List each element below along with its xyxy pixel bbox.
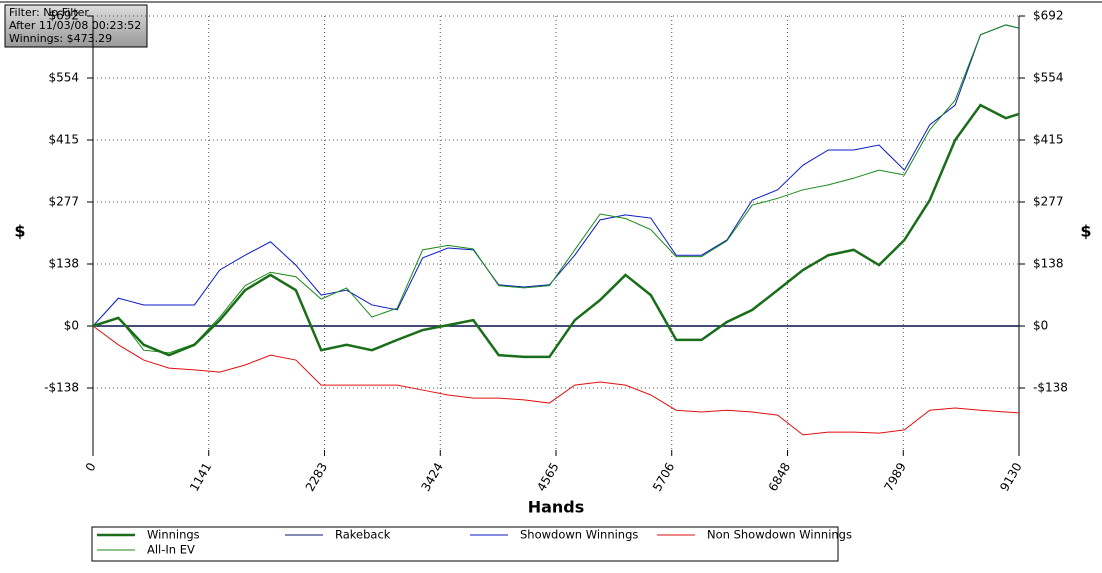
y-tick-label: -$138 [44,381,79,395]
x-tick-label: 3424 [419,460,446,493]
legend-label: Winnings [147,528,200,542]
x-tick-label: 0 [83,460,99,474]
legend-label: Non Showdown Winnings [707,528,852,542]
x-tick-label: 1141 [187,460,214,493]
y2-axis-label: $ [1080,222,1091,241]
y-axis-label: $ [14,222,25,241]
x-axis-label: Hands [528,498,585,517]
series-line [92,103,1020,359]
info-text: After 11/03/08 00:23:52 [9,19,141,32]
y2-tick-label: $277 [1033,195,1064,209]
legend [91,526,839,562]
y2-tick-label: $138 [1033,257,1064,271]
info-box [4,4,148,48]
series-line [92,24,1020,327]
y-tick-label: $554 [48,71,79,85]
legend-label: Showdown Winnings [520,528,638,542]
legend-label: Rakeback [335,528,391,542]
x-tick-label: 4565 [534,460,561,493]
y-tick-label: $277 [48,195,79,209]
y2-tick-label: $692 [1033,9,1064,23]
y2-tick-label: -$138 [1033,381,1068,395]
x-tick-label: 6848 [766,460,793,493]
info-text: Filter: No Filter [9,6,89,19]
info-text: Winnings: $473.29 [9,32,112,45]
series-line [92,24,1020,354]
x-tick-label: 5706 [650,460,677,493]
y2-tick-label: $415 [1033,133,1064,147]
y2-tick-label: $0 [1033,319,1048,333]
x-tick-label: 7989 [882,460,909,493]
y-tick-label: $0 [64,319,79,333]
y-tick-label: $415 [48,133,79,147]
series-line [92,325,1020,436]
x-tick-label: 2283 [303,460,330,493]
legend-label: All-In EV [147,543,195,557]
y-tick-label: $692 [48,9,79,23]
y2-tick-label: $554 [1033,71,1064,85]
x-tick-label: 9130 [997,460,1024,493]
y-tick-label: $138 [48,257,79,271]
